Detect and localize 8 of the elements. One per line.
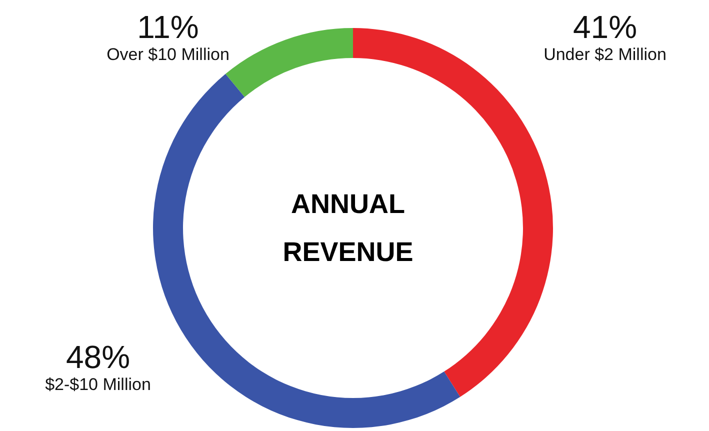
donut-slice [153,74,460,428]
data-label: 11% [137,9,199,45]
slice-label: Over $10 Million [106,45,230,64]
data-label: 48% [66,339,130,375]
slice-label: Under $2 Million [544,45,666,64]
data-label: 41% [572,9,638,45]
text: ANNUAL REVENUE [282,189,414,267]
slice-label: $2-$10 Million [45,375,151,394]
